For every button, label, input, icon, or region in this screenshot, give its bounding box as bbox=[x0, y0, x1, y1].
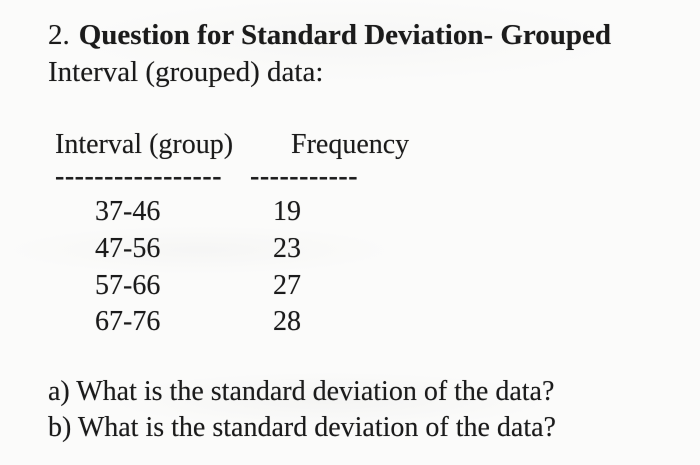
interval-cell: 47-56 bbox=[95, 233, 161, 264]
table-row: 67-76 28 bbox=[0, 306, 700, 342]
question-a: a) What is the standard deviation of the… bbox=[48, 376, 555, 407]
table-row: 57-66 27 bbox=[0, 270, 700, 306]
question-b: b) What is the standard deviation of the… bbox=[48, 412, 556, 443]
question-number: 2. bbox=[48, 19, 70, 51]
question-title-bold: Question for Standard Deviation- Grouped bbox=[78, 19, 612, 51]
table-row: 37-46 19 bbox=[0, 196, 700, 232]
interval-cell: 67-76 bbox=[95, 306, 161, 337]
frequency-cell: 23 bbox=[273, 233, 301, 264]
frequency-cell: 28 bbox=[273, 306, 301, 337]
table-header-frequency: Frequency bbox=[291, 129, 410, 160]
table-row: 47-56 23 bbox=[0, 233, 700, 269]
page-title: 2. Question for Standard Deviation- Group… bbox=[48, 19, 611, 52]
separator-frequency: ----------- bbox=[250, 161, 359, 192]
table-header-interval: Interval (group) bbox=[55, 129, 234, 160]
page-title-line2: Interval (grouped) data: bbox=[48, 56, 324, 88]
separator-interval: ----------------- bbox=[55, 161, 223, 192]
frequency-cell: 19 bbox=[273, 196, 301, 227]
interval-cell: 57-66 bbox=[95, 270, 161, 301]
frequency-cell: 27 bbox=[273, 270, 301, 301]
interval-cell: 37-46 bbox=[95, 196, 161, 227]
